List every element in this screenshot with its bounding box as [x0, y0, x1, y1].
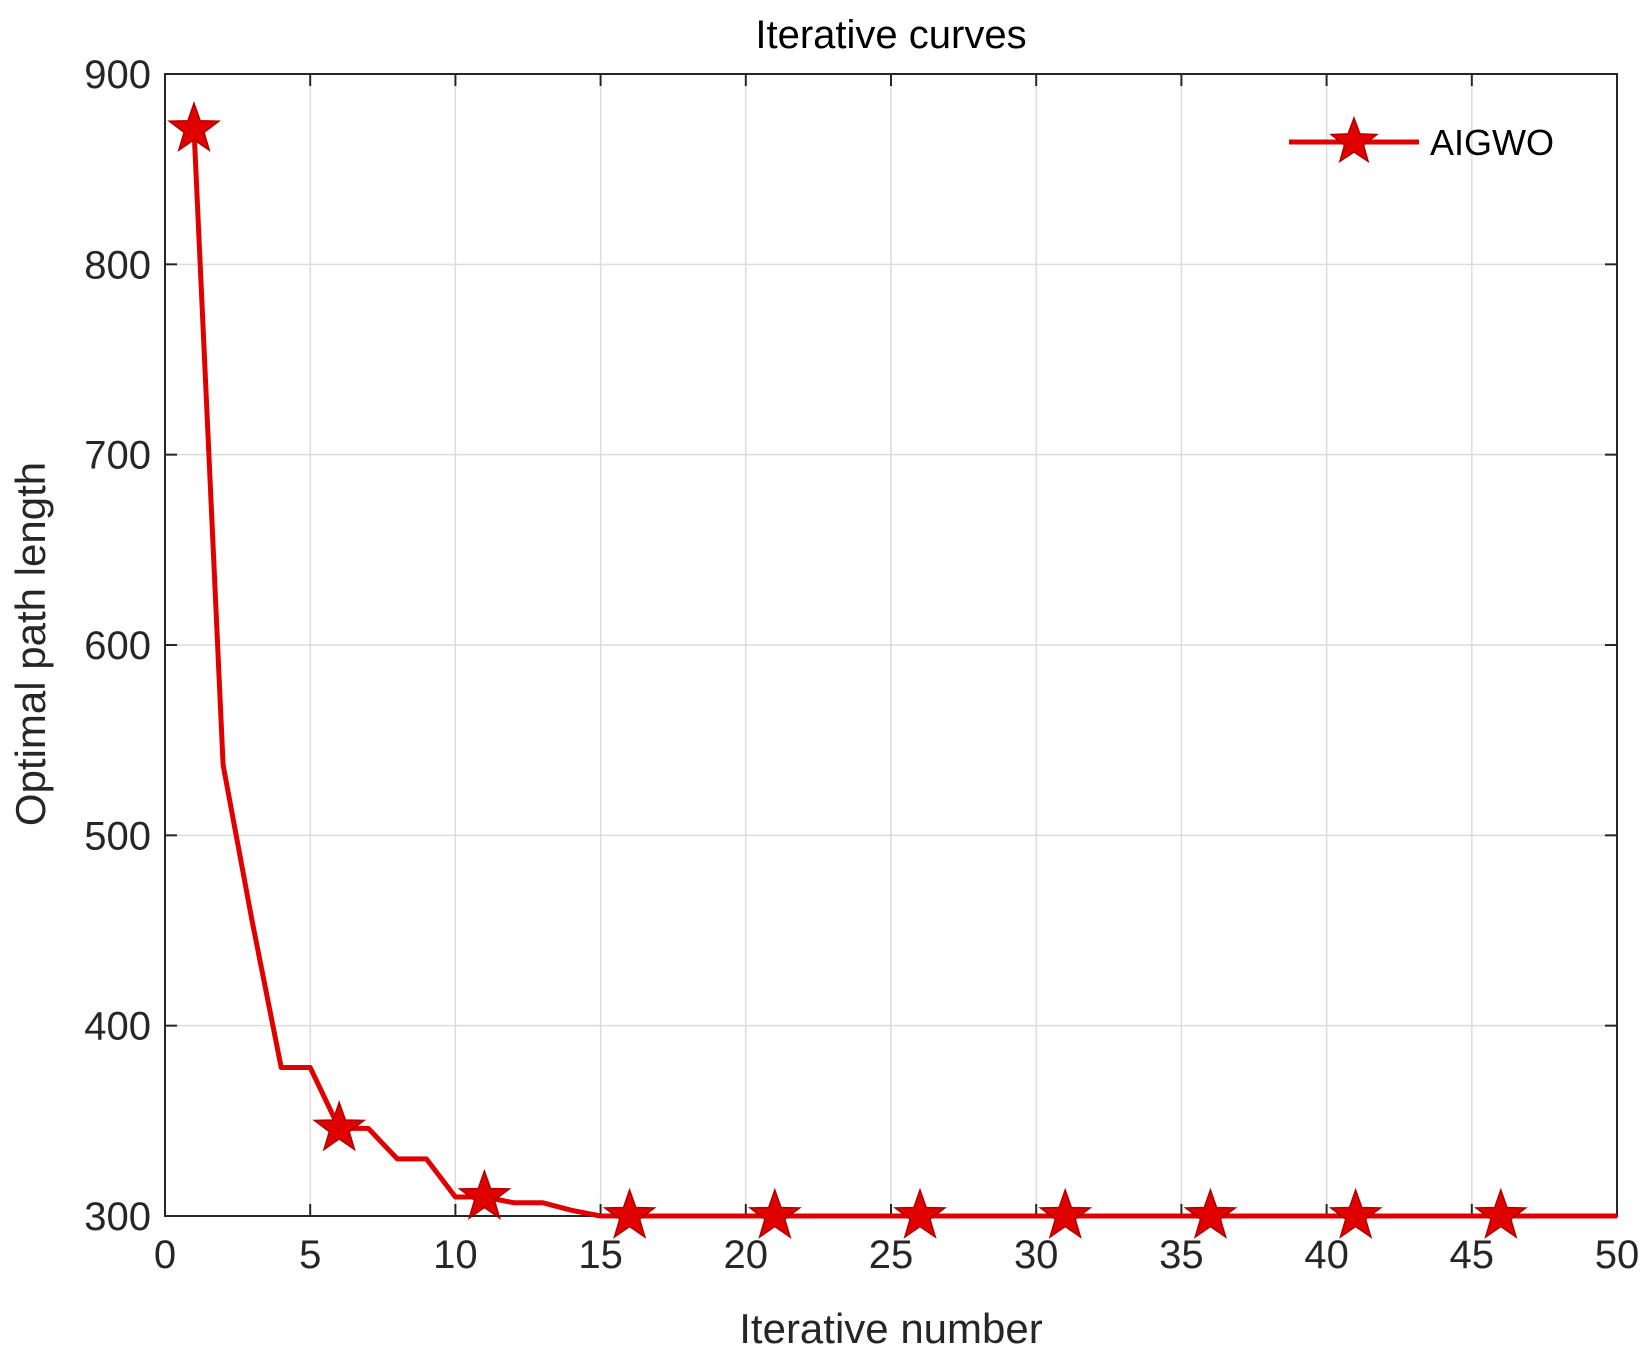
star-marker	[167, 100, 221, 153]
star-marker	[457, 1168, 512, 1220]
x-tick-label: 0	[154, 1233, 176, 1277]
x-tick-label: 15	[578, 1233, 623, 1277]
axes: 0 5 10 15 20 25 30 35 40 45 50 300 400 500 600 700 800 90…	[84, 53, 1639, 1277]
star-marker	[312, 1100, 367, 1152]
x-tick-label: 45	[1450, 1233, 1495, 1277]
x-tick-label: 50	[1595, 1233, 1640, 1277]
star-marker	[747, 1187, 802, 1239]
star-marker	[1473, 1187, 1528, 1239]
x-tick-label: 10	[433, 1233, 478, 1277]
y-tick-label: 700	[84, 434, 151, 478]
legend-marker	[1329, 115, 1379, 164]
y-tick-label: 600	[84, 624, 151, 668]
grid	[165, 74, 1617, 1216]
y-tick-label: 400	[84, 1005, 151, 1049]
y-tick-label: 300	[84, 1195, 151, 1239]
x-tick-label: 25	[869, 1233, 914, 1277]
star-marker	[1328, 1187, 1383, 1239]
x-tick-label: 40	[1304, 1233, 1349, 1277]
star-marker	[1038, 1187, 1093, 1239]
star-marker	[602, 1187, 657, 1239]
star-marker	[893, 1187, 947, 1239]
legend: AIGWO	[1289, 115, 1554, 164]
x-tick-label: 20	[724, 1233, 769, 1277]
star-marker	[1183, 1187, 1238, 1239]
legend-label: AIGWO	[1430, 122, 1554, 163]
y-axis-title: Optimal path length	[7, 462, 54, 826]
chart-title: Iterative curves	[755, 13, 1026, 57]
series-layer	[167, 100, 1617, 1239]
x-axis-title: Iterative number	[739, 1305, 1042, 1352]
x-tick-label: 30	[1014, 1233, 1059, 1277]
y-tick-label: 800	[84, 243, 151, 287]
x-tick-label: 5	[299, 1233, 321, 1277]
y-tick-label: 900	[84, 53, 151, 97]
x-tick-label: 35	[1159, 1233, 1204, 1277]
y-tick-label: 500	[84, 814, 151, 858]
